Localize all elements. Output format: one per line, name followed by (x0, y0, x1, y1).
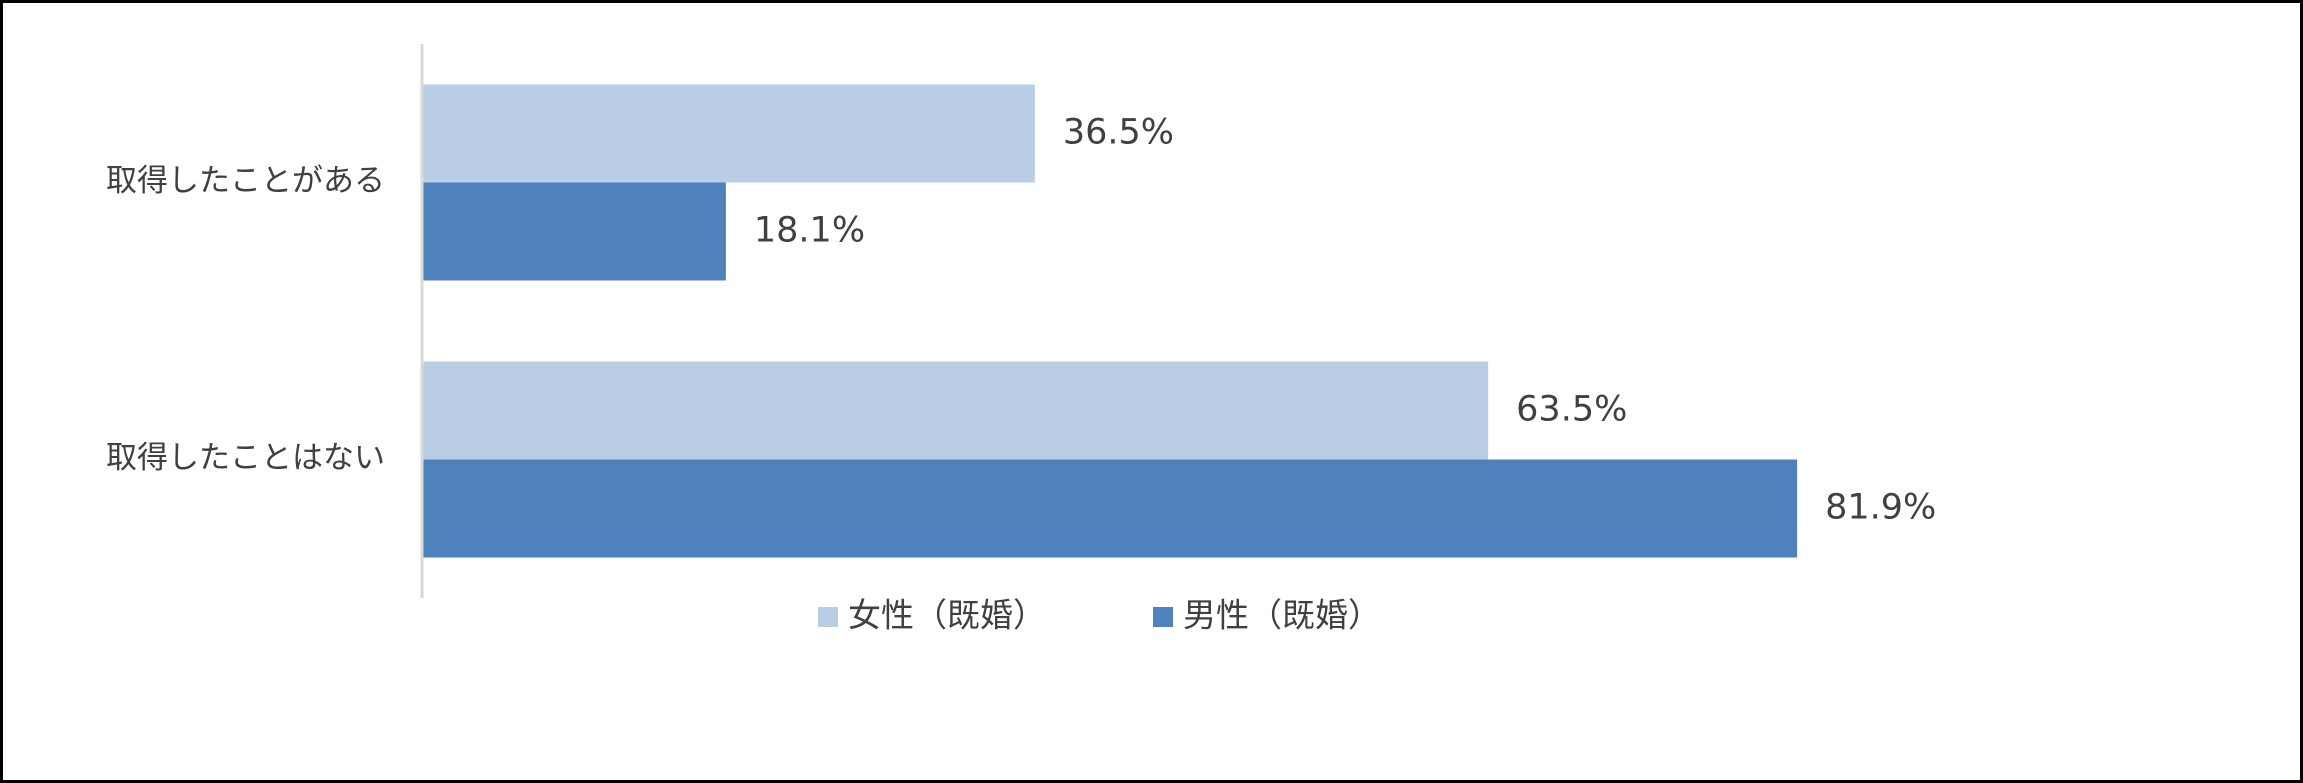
value-label: 63.5% (1516, 390, 1627, 430)
bar (422, 84, 1035, 183)
value-label: 36.5% (1063, 113, 1174, 153)
value-label: 81.9% (1825, 488, 1936, 528)
value-label: 18.1% (754, 211, 865, 251)
category-label: 取得したことがある (106, 163, 385, 199)
legend-label: 女性（既婚） (848, 596, 1046, 635)
legend-swatch (1153, 607, 1173, 627)
bar (422, 182, 726, 281)
category-label: 取得したことはない (106, 440, 385, 476)
legend-swatch (818, 607, 838, 627)
bar (422, 459, 1798, 558)
legend-label: 男性（既婚） (1183, 596, 1381, 635)
bar (422, 361, 1489, 460)
